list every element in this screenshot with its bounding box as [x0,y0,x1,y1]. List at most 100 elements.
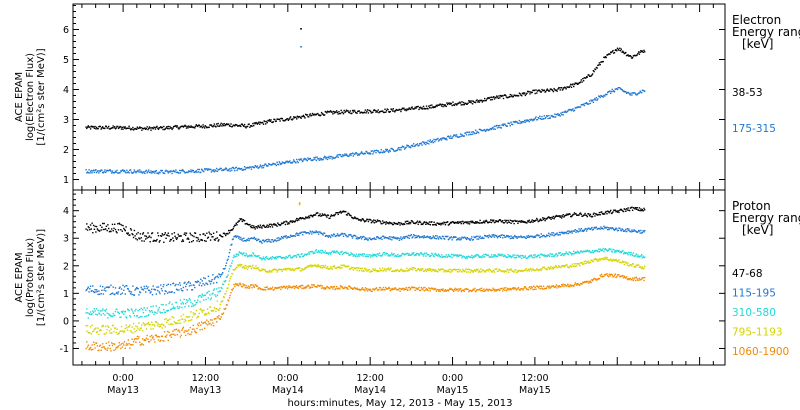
data-point [330,266,332,268]
data-point [295,219,297,221]
data-point [631,263,634,265]
data-point [98,170,101,172]
data-point [539,218,542,220]
data-point [112,125,114,127]
data-point [121,230,123,232]
data-point [268,257,271,260]
data-point [160,288,163,290]
data-point [417,223,419,225]
data-point [116,328,118,330]
data-point [256,165,259,167]
data-point [227,258,229,260]
data-point [229,170,231,172]
data-point [348,155,350,157]
data-point [528,236,530,238]
data-point [233,124,235,127]
data-point [302,115,304,118]
data-point [293,255,296,257]
data-point [219,318,222,320]
data-point [404,147,407,149]
data-point [109,332,111,334]
data-point [129,290,131,293]
data-point [176,125,179,127]
data-point [250,254,253,256]
data-point [557,254,559,256]
data-point [510,268,512,270]
data-point [625,91,627,93]
data-point [638,209,640,211]
data-point [430,221,432,223]
data-point [618,211,620,214]
data-point [97,128,99,130]
data-point [589,213,592,216]
data-point [343,232,345,235]
data-point [453,222,456,224]
data-point [98,172,100,174]
data-point [306,159,308,162]
data-point [416,270,418,272]
data-point [96,128,99,130]
data-point [434,106,437,108]
data-point [235,253,237,255]
data-point [283,221,285,223]
data-point [199,171,201,174]
data-point [262,269,264,271]
data-point [348,112,351,114]
data-point [176,237,179,239]
data-point [633,266,635,268]
data-point [91,324,93,326]
data-point [548,235,551,238]
data-point [175,328,178,330]
data-point [213,288,216,290]
data-point [119,316,121,318]
data-point [493,236,496,238]
data-point [226,123,228,126]
data-point [627,262,629,264]
data-point [398,239,401,241]
data-point [515,236,518,238]
data-point [440,137,442,140]
data-point [511,123,513,125]
data-point [243,266,245,268]
data-point [529,93,531,95]
data-point [279,237,281,240]
data-point [350,154,352,157]
data-point [204,321,206,323]
data-point [283,235,285,238]
data-point [218,309,220,311]
data-point [353,109,355,112]
data-point [410,234,412,237]
data-point [260,241,262,243]
data-point [363,111,366,113]
data-point [198,312,200,315]
data-point [641,208,644,211]
data-point [431,237,434,239]
data-point [417,268,419,270]
data-point [617,260,619,262]
data-point [362,235,364,238]
data-point [120,126,122,128]
data-point [435,104,437,107]
data-point [276,161,278,163]
data-point [551,232,553,234]
data-point [471,133,474,135]
data-point [366,255,369,257]
data-point [634,255,636,257]
data-point [161,126,163,129]
data-point [300,270,302,272]
data-point [288,236,290,238]
data-point [626,209,629,211]
data-point [136,315,139,317]
data-point [135,288,137,290]
data-point [251,166,253,168]
data-point [156,172,158,174]
data-point [223,280,225,282]
data-point [123,170,125,172]
data-point [132,332,134,334]
data-point [129,129,132,131]
data-point [201,126,203,129]
data-point [148,169,150,171]
data-point [477,100,480,102]
data-point [474,254,476,257]
data-point [231,243,233,246]
